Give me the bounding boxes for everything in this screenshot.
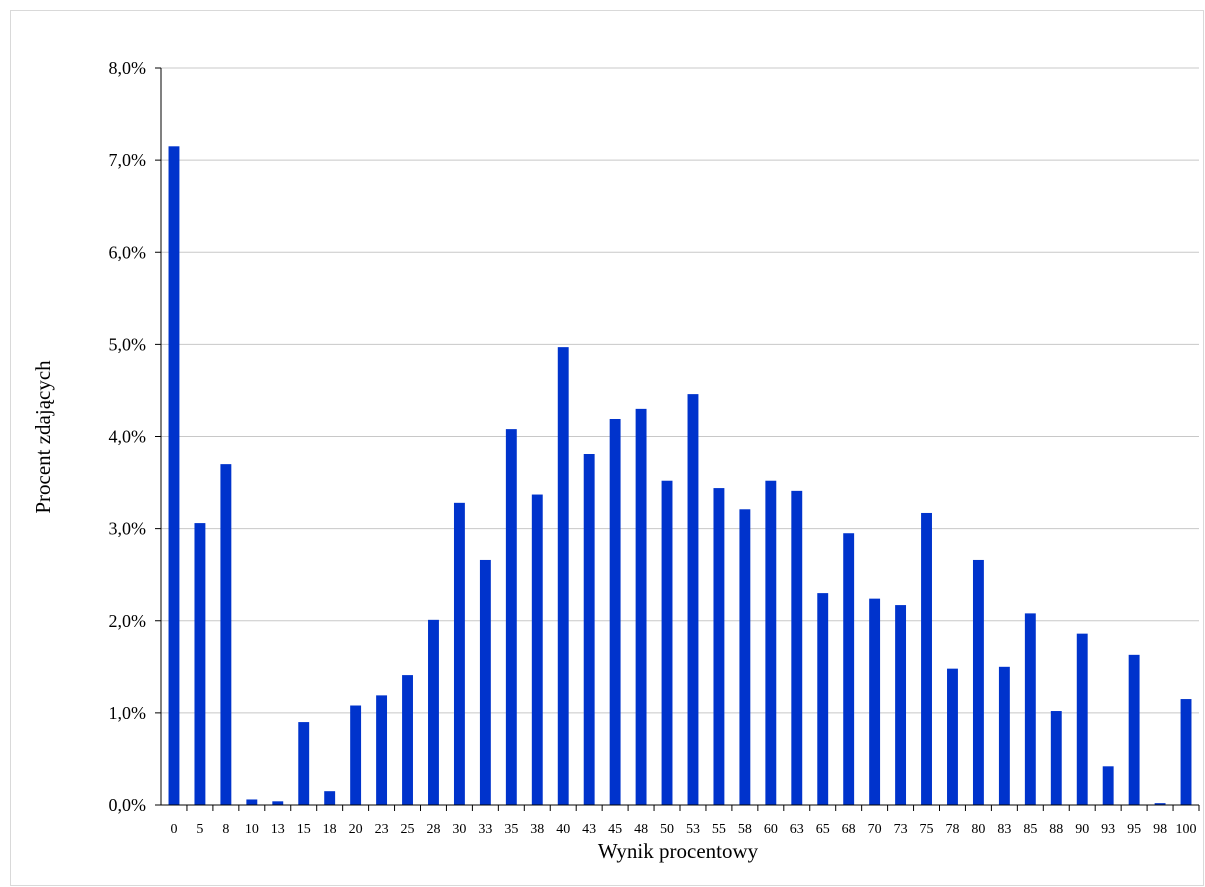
x-tick-label: 20: [349, 822, 363, 837]
x-tick-label: 73: [894, 822, 908, 837]
bar: [1050, 711, 1062, 805]
x-tick-label: 93: [1101, 822, 1115, 837]
y-tick-label: 5,0%: [109, 334, 147, 354]
bar: [194, 523, 206, 805]
x-tick-label: 30: [452, 822, 466, 837]
x-tick-label: 50: [660, 822, 674, 837]
x-tick-label: 68: [842, 822, 856, 837]
bar: [453, 502, 465, 805]
y-tick-label: 0,0%: [109, 795, 147, 815]
bar: [843, 533, 855, 805]
bar: [376, 695, 388, 805]
bar: [998, 666, 1010, 805]
x-tick-label: 90: [1075, 822, 1089, 837]
bar: [324, 791, 336, 805]
x-tick-label: 75: [920, 822, 934, 837]
bar: [402, 675, 413, 805]
x-tick-label: 25: [401, 822, 415, 837]
bar: [1180, 699, 1192, 805]
bar: [869, 598, 881, 805]
x-tick-label: 40: [556, 822, 570, 837]
gridlines: [155, 67, 1199, 806]
bar: [557, 347, 569, 805]
bar: [947, 668, 958, 805]
x-tick-label: 15: [297, 822, 311, 837]
x-tick-label: 70: [868, 822, 882, 837]
bar: [765, 480, 777, 805]
bar: [739, 509, 751, 805]
bar: [972, 559, 984, 805]
x-tick-label: 65: [816, 822, 830, 837]
x-tick-label: 63: [790, 822, 804, 837]
y-tick-label: 8,0%: [109, 58, 147, 78]
bar: [921, 512, 932, 805]
x-tick-label: 60: [764, 822, 778, 837]
bar: [298, 722, 310, 805]
x-tick-label: 85: [1023, 822, 1037, 837]
y-tick-label: 2,0%: [109, 611, 147, 631]
bar: [817, 593, 829, 805]
x-tick-label: 10: [245, 822, 259, 837]
x-tick-label: 33: [478, 822, 492, 837]
x-tick-label: 83: [997, 822, 1011, 837]
x-tick-label: 23: [375, 822, 389, 837]
bar: [531, 494, 543, 805]
x-tick-label: 8: [222, 822, 229, 837]
x-tick-labels: 0 5 8 10 13 15 18 20 23 25 28 30 33 35 38 40 43 45 48 50 53 5…: [170, 822, 1196, 837]
x-tick-label: 53: [686, 822, 700, 837]
bar: [609, 418, 621, 805]
y-axis-title: Procent zdających: [31, 360, 55, 514]
x-tick-label: 5: [196, 822, 203, 837]
bar: [428, 619, 439, 805]
bar: [713, 488, 725, 805]
x-tick-label: 88: [1049, 822, 1063, 837]
bar: [687, 394, 699, 805]
y-tick-label: 3,0%: [109, 519, 147, 539]
x-tick-label: 13: [271, 822, 285, 837]
x-tick-label: 98: [1153, 822, 1167, 837]
x-tick-label: 0: [170, 822, 177, 837]
bar: [220, 464, 232, 805]
bar: [1076, 633, 1088, 805]
bar: [479, 559, 491, 805]
bars: [168, 146, 1200, 811]
x-tick-label: 45: [608, 822, 622, 837]
y-tick-label: 1,0%: [109, 703, 147, 723]
x-tick-label: 28: [426, 822, 440, 837]
x-tick-label: 58: [738, 822, 752, 837]
axes: [160, 68, 1199, 806]
x-tick-label: 95: [1127, 822, 1141, 837]
bar: [246, 799, 258, 805]
x-tick-label: 100: [1176, 822, 1197, 837]
bar: [895, 605, 907, 805]
bar: [168, 146, 180, 805]
x-tick-label: 78: [945, 822, 959, 837]
y-tick-label: 4,0%: [109, 427, 147, 447]
bar: [635, 408, 647, 805]
y-tick-labels: 0,0% 1,0% 2,0% 3,0% 4,0% 5,0% 6,0% 7,0% 8,0%: [109, 58, 147, 815]
x-tick-label: 43: [582, 822, 596, 837]
bar: [791, 490, 803, 805]
x-tick-label: 48: [634, 822, 648, 837]
x-tick-label: 55: [712, 822, 726, 837]
bar: [1102, 766, 1114, 805]
x-tick-label: 35: [504, 822, 518, 837]
bar: [505, 429, 517, 805]
bar: [583, 454, 595, 805]
x-tick-label: 38: [530, 822, 544, 837]
x-tick-label: 18: [323, 822, 337, 837]
x-axis-title: Wynik procentowy: [598, 839, 759, 863]
bar: [661, 480, 673, 805]
y-tick-label: 7,0%: [109, 150, 147, 170]
bar: [350, 705, 362, 805]
bar: [1024, 613, 1036, 805]
bar: [1128, 654, 1140, 805]
bar: [1154, 803, 1166, 805]
x-tick-label: 80: [971, 822, 985, 837]
bar: [272, 801, 284, 805]
y-tick-label: 6,0%: [109, 242, 147, 262]
